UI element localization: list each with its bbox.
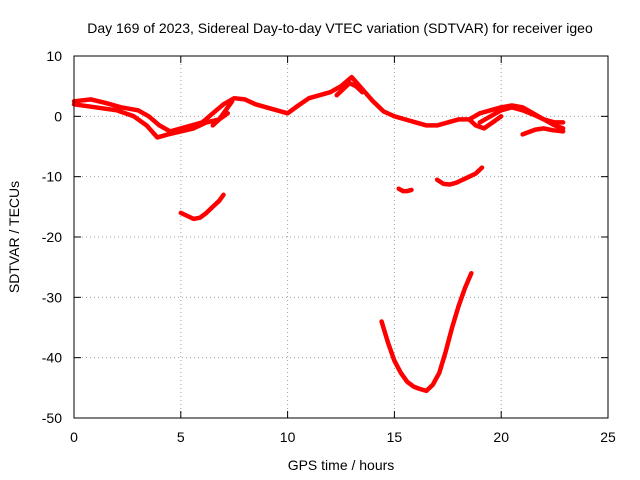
y-tick-label: -30 xyxy=(42,289,62,305)
x-tick-label: 25 xyxy=(600,429,616,445)
series-track-b xyxy=(71,102,231,140)
series-track-a xyxy=(71,74,566,134)
x-tick-label: 5 xyxy=(177,429,185,445)
series-arc-late xyxy=(434,165,485,187)
y-tick-label: -40 xyxy=(42,350,62,366)
series-deep-dip xyxy=(379,270,474,394)
series-track-g xyxy=(466,114,504,131)
y-tick-label: 0 xyxy=(54,108,62,124)
x-tick-label: 10 xyxy=(280,429,296,445)
y-tick-label: 10 xyxy=(46,48,62,64)
y-tick-label: -10 xyxy=(42,169,62,185)
series-track-e xyxy=(477,105,566,131)
plot-frame xyxy=(73,55,609,419)
series-track-f xyxy=(520,126,566,137)
x-tick-label: 20 xyxy=(493,429,509,445)
y-tick-label: -20 xyxy=(42,229,62,245)
x-tick-labels: 0 5 10 15 20 25 xyxy=(70,429,616,445)
y-tick-labels: -50 -40 -30 -20 -10 0 10 xyxy=(42,48,62,426)
data-series xyxy=(71,74,566,394)
x-tick-label: 0 xyxy=(70,429,78,445)
series-track-d xyxy=(334,80,365,98)
series-dip-early xyxy=(178,192,226,222)
y-axis-label: SDTVAR / TECUs xyxy=(6,181,22,293)
x-tick-label: 15 xyxy=(387,429,403,445)
y-tick-label: -50 xyxy=(42,410,62,426)
x-axis-label: GPS time / hours xyxy=(288,457,395,473)
series-short-segment xyxy=(396,186,414,194)
series-track-c xyxy=(210,99,235,128)
chart-title: Day 169 of 2023, Sidereal Day-to-day VTE… xyxy=(87,20,593,36)
